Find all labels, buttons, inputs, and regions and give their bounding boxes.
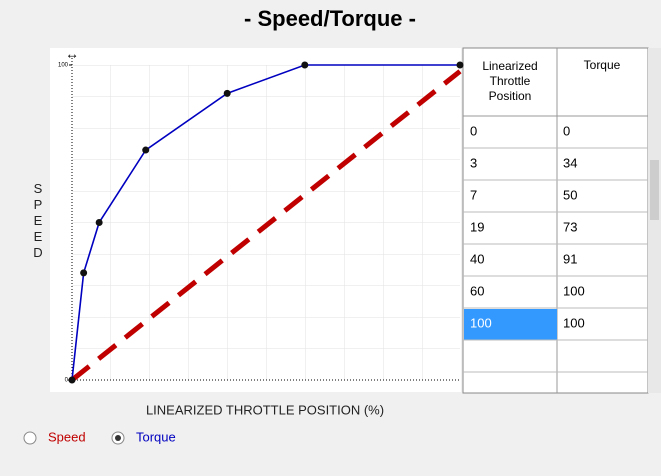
cell[interactable]: 3 xyxy=(470,155,477,170)
cell[interactable]: 0 xyxy=(563,123,570,138)
cell[interactable]: 60 xyxy=(470,283,484,298)
cell[interactable]: 73 xyxy=(563,219,577,234)
radio-label[interactable]: Torque xyxy=(136,429,176,444)
cell[interactable]: 100 xyxy=(470,315,492,330)
x-axis-label: LINEARIZED THROTTLE POSITION (%) xyxy=(146,402,384,417)
cell[interactable]: 19 xyxy=(470,219,484,234)
scrollbar[interactable] xyxy=(648,48,661,393)
scroll-thumb[interactable] xyxy=(650,160,659,220)
cell[interactable]: 91 xyxy=(563,251,577,266)
radio-button[interactable] xyxy=(23,431,37,445)
point xyxy=(142,146,150,154)
cell[interactable]: 40 xyxy=(470,251,484,266)
point xyxy=(80,269,88,277)
title: - Speed/Torque - xyxy=(244,6,416,31)
speed-line xyxy=(70,69,462,382)
resize-handle[interactable]: ↔ xyxy=(65,46,79,62)
cell[interactable]: 100 xyxy=(563,315,585,330)
cell[interactable]: 7 xyxy=(470,187,477,202)
cell[interactable]: 0 xyxy=(470,123,477,138)
cell[interactable]: 50 xyxy=(563,187,577,202)
cell[interactable]: 100 xyxy=(563,283,585,298)
column-header: Torque xyxy=(584,58,621,72)
point xyxy=(223,89,231,97)
cell[interactable]: 34 xyxy=(563,155,577,170)
point xyxy=(456,61,464,69)
y-tick-label: 100 xyxy=(58,63,69,69)
radio-dot xyxy=(115,435,121,441)
radio-label[interactable]: Speed xyxy=(48,429,86,444)
point xyxy=(68,376,76,384)
point xyxy=(95,219,103,226)
selected-cell xyxy=(464,309,557,340)
point xyxy=(301,61,309,69)
column-header: Linearized Throttle Position xyxy=(482,59,537,103)
y-tick-label: 0 xyxy=(65,378,69,384)
